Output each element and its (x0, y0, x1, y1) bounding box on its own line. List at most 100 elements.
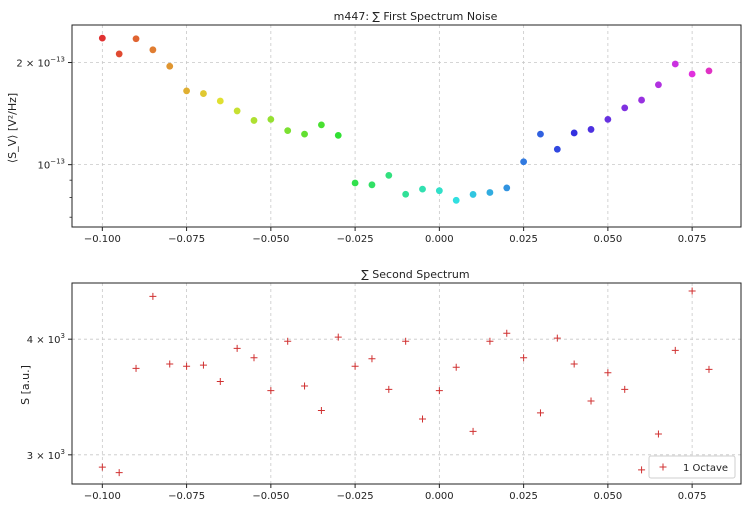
bottom-data-point (368, 355, 376, 363)
top-data-point (351, 179, 359, 187)
top-data-point (149, 46, 157, 54)
bottom-chart-title: ∑ Second Spectrum (361, 268, 469, 281)
bottom-data-point (317, 406, 325, 414)
bottom-legend-label: 1 Octave (683, 463, 728, 474)
top-data-point (115, 50, 123, 58)
top-xtick-label: −0.025 (337, 234, 374, 245)
bottom-data-point (301, 382, 309, 390)
top-xtick-label: −0.075 (168, 234, 205, 245)
bottom-data-point (688, 287, 696, 295)
top-data-point (587, 126, 595, 133)
top-data-point (284, 127, 292, 135)
bottom-xtick-label: −0.075 (168, 491, 205, 502)
bottom-data-point (233, 344, 241, 352)
top-data-point (250, 117, 258, 124)
top-data-point (452, 196, 460, 204)
top-data-point (183, 87, 190, 95)
bottom-chart-ylabel: S [a.u.] (19, 365, 32, 405)
top-plot-area: −0.100 −0.075 −0.050 −0.025 0.000 0.025 0.050 0… (16, 24, 742, 245)
top-data-point (435, 187, 443, 195)
bottom-data-point (621, 385, 629, 393)
bottom-data-point (419, 415, 427, 423)
top-data-point (267, 115, 275, 123)
top-data-point (486, 189, 494, 196)
top-xtick-label: −0.100 (84, 234, 121, 245)
bottom-data-point (149, 292, 157, 300)
bottom-data-point (536, 409, 544, 417)
bottom-data-point (705, 365, 713, 373)
bottom-data-point (654, 430, 662, 438)
bottom-data-point (132, 364, 140, 372)
top-data-point (301, 130, 308, 138)
top-data-point (166, 62, 174, 70)
top-data-point (98, 34, 106, 42)
top-axes-frame (71, 24, 742, 228)
top-data-point (705, 67, 713, 75)
bottom-legend-box (648, 455, 736, 479)
bottom-data-point (183, 362, 191, 370)
bottom-data-point (115, 469, 123, 477)
bottom-xtick-label: −0.025 (337, 491, 374, 502)
bottom-data-point (671, 346, 679, 354)
top-data-point (368, 181, 376, 189)
top-data-point (216, 97, 224, 105)
bottom-ytick-label: 4 × 103 (27, 332, 65, 346)
bottom-data-point (199, 361, 207, 369)
top-data-point (520, 158, 528, 166)
bottom-data-point (216, 378, 224, 386)
bottom-data-point (486, 337, 494, 345)
bottom-data-point (503, 329, 511, 337)
top-data-point (132, 35, 140, 43)
bottom-plot-area: −0.100 −0.075 −0.050 −0.025 0.000 0.025 0.050 0… (27, 282, 742, 502)
bottom-xtick-label: 0.050 (594, 491, 623, 502)
bottom-data-point (553, 334, 561, 342)
top-xtick-label: 0.000 (425, 234, 454, 245)
bottom-data-point (166, 360, 174, 368)
top-data-point (638, 96, 645, 104)
bottom-data-point (284, 337, 292, 345)
top-data-point (604, 115, 612, 123)
top-xtick-label: 0.075 (678, 234, 707, 245)
top-data-point (671, 60, 679, 68)
top-ytick-label: 2 × 10−13 (16, 56, 65, 70)
bottom-data-point (385, 385, 393, 393)
bottom-data-point (587, 397, 595, 405)
bottom-data-point (435, 387, 443, 395)
top-xtick-label: −0.050 (252, 234, 289, 245)
top-chart-ylabel: ⟨S_V⟩ [V²/Hz] (6, 93, 19, 163)
bottom-data-point (402, 337, 410, 345)
bottom-legend: 1 Octave (648, 455, 736, 479)
top-data-point (537, 130, 544, 138)
top-data-point (200, 90, 207, 97)
top-xtick-label: 0.050 (594, 234, 623, 245)
bottom-data-point (452, 363, 460, 371)
bottom-data-point (604, 369, 612, 377)
bottom-xtick-label: −0.100 (84, 491, 121, 502)
bottom-axes-frame (71, 282, 742, 485)
top-data-point (233, 107, 241, 115)
bottom-data-point (638, 466, 646, 474)
top-data-point (503, 184, 511, 192)
bottom-data-point (351, 362, 359, 370)
bottom-data-point (570, 360, 578, 368)
bottom-data-point (520, 354, 528, 362)
bottom-ytick-label: 3 × 103 (27, 448, 65, 462)
top-xtick-label: 0.025 (509, 234, 538, 245)
bottom-xtick-label: −0.050 (252, 491, 289, 502)
top-data-point (621, 104, 629, 112)
bottom-xtick-label: 0.025 (509, 491, 538, 502)
top-chart-title: m447: ∑ First Spectrum Noise (334, 10, 498, 23)
bottom-data-point (98, 463, 106, 471)
bottom-xtick-label: 0.000 (425, 491, 454, 502)
top-data-point (334, 131, 342, 139)
top-data-point (318, 121, 325, 129)
bottom-xtick-label: 0.075 (678, 491, 707, 502)
bottom-legend-marker (659, 463, 667, 471)
top-data-point (419, 185, 426, 193)
bottom-data-point (469, 427, 477, 435)
top-data-point (553, 145, 561, 153)
top-data-point (688, 70, 696, 78)
top-data-point (385, 171, 393, 179)
top-data-point (655, 81, 662, 89)
